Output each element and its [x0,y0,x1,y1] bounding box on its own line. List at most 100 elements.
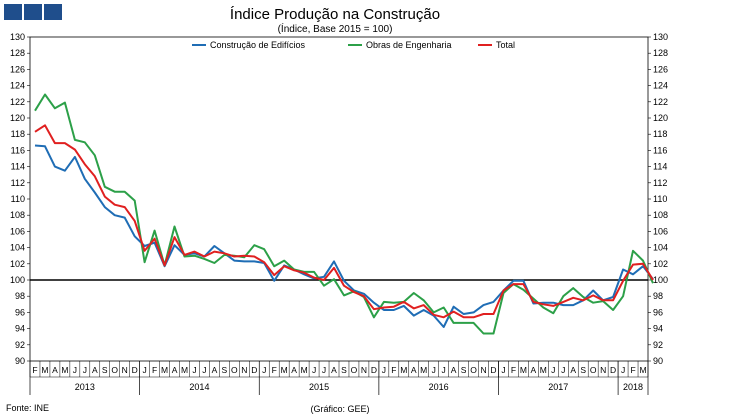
y-tick-label-left: 94 [15,324,25,334]
y-tick-label-right: 130 [653,32,668,42]
x-tick-label-month: N [241,365,247,375]
y-tick-label-right: 114 [653,162,667,172]
x-tick-label-month: J [322,365,326,375]
y-tick-label-right: 106 [653,226,668,236]
x-tick-label-month: A [172,365,178,375]
x-tick-label-month: J [621,365,625,375]
y-tick-label-left: 104 [10,243,25,253]
y-tick-label-right: 102 [653,259,668,269]
y-tick-label-left: 98 [15,291,25,301]
x-tick-label-month: A [291,365,297,375]
y-tick-label-right: 124 [653,81,668,91]
x-tick-label-month: M [281,365,288,375]
y-tick-label-left: 116 [11,145,25,155]
y-tick-label-left: 120 [10,113,25,123]
y-tick-label-left: 124 [10,81,25,91]
x-tick-label-month: M [181,365,188,375]
x-tick-label-month: M [400,365,407,375]
x-tick-label-month: F [152,365,157,375]
x-tick-label-month: M [301,365,308,375]
x-tick-label-month: J [192,365,196,375]
y-tick-label-right: 104 [653,243,668,253]
series-line [34,93,654,335]
x-tick-label-month: O [470,365,477,375]
brand-logo [4,4,64,20]
chart-title: Índice Produção na Construção [229,6,441,23]
x-tick-label-month: J [83,365,87,375]
x-tick-label-month: M [41,365,48,375]
x-year-label: 2015 [309,382,329,392]
x-year-label: 2016 [429,382,449,392]
x-tick-label-month: F [630,365,635,375]
x-tick-label-month: D [132,365,138,375]
x-tick-label-month: D [371,365,377,375]
x-tick-label-month: A [212,365,218,375]
x-tick-label-month: J [262,365,266,375]
x-tick-label-month: M [540,365,547,375]
x-tick-label-month: S [341,365,347,375]
y-tick-label-left: 130 [10,32,25,42]
x-tick-label-month: J [202,365,206,375]
y-tick-label-right: 118 [653,129,667,139]
y-tick-label-left: 114 [11,162,25,172]
y-tick-label-left: 122 [10,97,25,107]
x-tick-label-month: M [61,365,68,375]
x-tick-label-month: A [451,365,457,375]
x-tick-label-month: D [490,365,496,375]
y-tick-label-left: 92 [15,340,25,350]
x-tick-label-month: N [600,365,606,375]
y-tick-label-right: 112 [653,178,667,188]
x-tick-label-month: J [143,365,147,375]
y-tick-label-right: 122 [653,97,668,107]
legend-label: Construção de Edifícios [210,40,306,50]
x-year-label: 2013 [75,382,95,392]
x-tick-label-month: S [461,365,467,375]
x-tick-label-month: A [570,365,576,375]
x-tick-label-month: A [52,365,58,375]
x-tick-label-month: A [92,365,98,375]
x-tick-label-month: A [411,365,417,375]
x-tick-label-month: J [442,365,446,375]
x-year-label: 2014 [189,382,209,392]
x-tick-label-month: F [511,365,516,375]
logo-square-icon [24,4,42,20]
x-tick-label-month: N [122,365,128,375]
x-year-label: 2017 [548,382,568,392]
y-tick-label-right: 90 [653,356,663,366]
y-tick-label-right: 100 [653,275,668,285]
x-tick-label-month: D [251,365,257,375]
y-tick-label-left: 126 [10,64,25,74]
y-tick-label-right: 126 [653,64,668,74]
x-tick-label-month: S [102,365,108,375]
legend-label: Obras de Engenharia [366,40,452,50]
y-tick-label-right: 98 [653,291,663,301]
y-tick-label-left: 102 [10,259,25,269]
x-tick-label-month: N [480,365,486,375]
legend-label: Total [496,40,515,50]
x-tick-label-month: N [361,365,367,375]
logo-square-icon [44,4,62,20]
logo-square-icon [4,4,22,20]
x-tick-label-month: S [580,365,586,375]
y-tick-label-left: 108 [10,210,25,220]
y-tick-label-right: 128 [653,48,668,58]
x-tick-label-month: A [331,365,337,375]
x-tick-label-month: F [391,365,396,375]
x-tick-label-month: M [161,365,168,375]
y-tick-label-left: 96 [15,307,25,317]
x-tick-label-month: J [73,365,77,375]
chart-subtitle: (Índice, Base 2015 = 100) [277,24,393,35]
y-tick-label-right: 94 [653,324,663,334]
y-tick-label-right: 92 [653,340,663,350]
x-tick-label-month: F [272,365,277,375]
x-year-label: 2018 [623,382,643,392]
series-line [34,144,654,328]
y-tick-label-right: 110 [653,194,667,204]
y-tick-label-left: 118 [11,129,25,139]
x-tick-label-month: J [561,365,565,375]
y-tick-label-right: 116 [653,145,667,155]
x-tick-label-month: M [420,365,427,375]
x-tick-label-month: O [590,365,597,375]
y-tick-label-left: 100 [10,275,25,285]
